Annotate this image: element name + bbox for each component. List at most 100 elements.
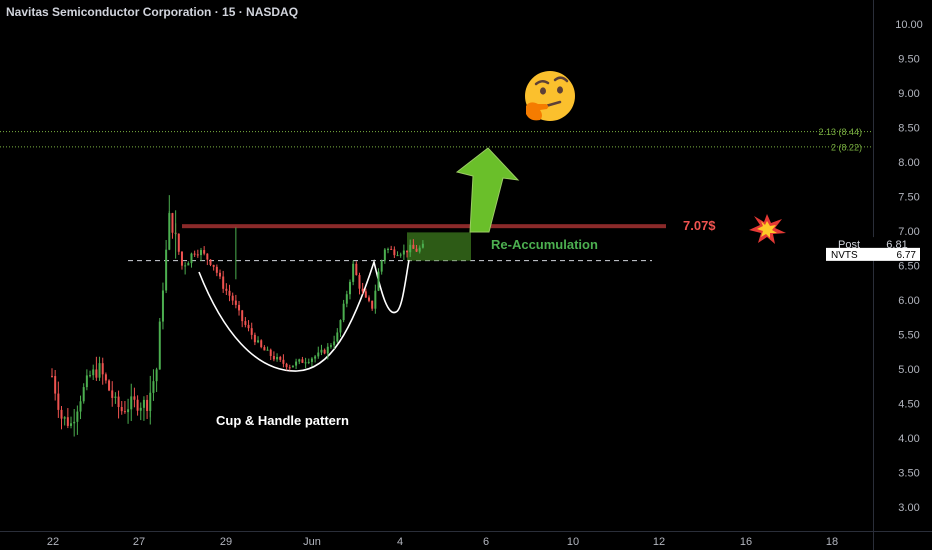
candle	[276, 353, 279, 362]
candle	[152, 369, 155, 401]
candle	[123, 400, 126, 414]
candle	[390, 245, 393, 251]
candle	[177, 233, 180, 255]
candle	[279, 355, 282, 362]
time-tick-label: 22	[47, 536, 59, 548]
symbol-price-badge	[826, 247, 920, 261]
time-tick-label: 12	[653, 536, 665, 548]
reaccumulation-label: Re-Accumulation	[491, 237, 598, 252]
candle	[180, 251, 183, 270]
candle	[139, 402, 142, 421]
candle	[222, 270, 225, 293]
reaccumulation-zone	[407, 232, 471, 261]
candle	[111, 381, 114, 407]
price-tick-label: 7.50	[898, 192, 919, 204]
grid: 2.13 (8.44) 2 (8.22)	[0, 127, 873, 262]
price-tick-label: 4.00	[898, 433, 919, 445]
candle	[85, 369, 88, 391]
candle	[304, 357, 307, 369]
candle	[54, 369, 57, 401]
candle	[66, 408, 69, 429]
price-tick-label: 6.50	[898, 261, 919, 273]
candle	[323, 348, 326, 355]
candle	[387, 247, 390, 254]
symbol-label: NVTS	[831, 250, 858, 261]
price-tick-label: 8.00	[898, 157, 919, 169]
candle	[266, 346, 269, 351]
candle	[73, 408, 76, 437]
candle	[171, 212, 174, 239]
candle	[336, 328, 339, 344]
up-arrow-icon	[455, 147, 520, 233]
candle	[184, 262, 187, 275]
candle	[95, 356, 98, 381]
resistance-label: 7.07$	[683, 218, 716, 233]
time-tick-label: 18	[826, 536, 838, 548]
candle	[57, 381, 60, 418]
candle	[339, 319, 342, 337]
time-tick-label: 29	[220, 536, 232, 548]
candle	[212, 264, 215, 271]
time-tick-label: 4	[397, 536, 403, 548]
price-tick-label: 5.00	[898, 364, 919, 376]
chart-title: Navitas Semiconductor Corporation · 15 ·…	[6, 5, 299, 19]
candle	[206, 253, 209, 266]
candle	[402, 244, 405, 260]
candle	[298, 358, 301, 365]
candle	[114, 392, 117, 404]
candle	[241, 309, 244, 328]
cup-handle-shape	[198, 259, 410, 372]
candle	[314, 354, 317, 363]
candle	[412, 239, 415, 249]
candle	[260, 339, 263, 349]
candle	[238, 300, 241, 316]
candle	[310, 357, 313, 367]
candle	[231, 292, 234, 305]
candle	[348, 279, 351, 300]
price-tick-label: 8.50	[898, 123, 919, 135]
time-tick-label: 27	[133, 536, 145, 548]
candle	[133, 387, 136, 408]
price-tick-label: 9.50	[898, 54, 919, 66]
candle	[60, 406, 63, 430]
candle	[244, 317, 247, 328]
candle	[89, 370, 92, 378]
annotations: 7.07$ Re-Accumulation Cup & Handle pattern	[216, 71, 786, 428]
price-tick-label: 3.00	[898, 502, 919, 514]
fib-level-label: 2 (8.22)	[831, 142, 862, 152]
candle	[104, 372, 107, 384]
candle	[155, 367, 158, 393]
candle	[253, 332, 256, 346]
candle	[282, 354, 285, 368]
price-tick-label: 3.50	[898, 468, 919, 480]
candle	[333, 335, 336, 350]
candle	[406, 250, 409, 258]
candle	[127, 398, 130, 424]
candle	[415, 244, 418, 253]
last-price-value: 6.77	[897, 250, 917, 261]
thinking-face-emoji-icon	[525, 71, 575, 121]
candle	[225, 283, 228, 296]
candle	[342, 299, 345, 323]
time-tick-label: 10	[567, 536, 579, 548]
price-tick-label: 6.00	[898, 295, 919, 307]
candle	[361, 282, 364, 295]
fib-level-label: 2.13 (8.44)	[818, 127, 862, 137]
candle	[399, 252, 402, 258]
candle	[82, 383, 85, 404]
candle	[320, 344, 323, 356]
candle	[352, 260, 355, 286]
candle	[263, 345, 266, 351]
price-tick-label: 5.50	[898, 330, 919, 342]
candle	[130, 383, 133, 422]
candle	[142, 396, 145, 421]
candle	[371, 300, 374, 311]
candle	[101, 357, 104, 385]
candle	[146, 394, 149, 419]
candle	[345, 290, 348, 308]
candle	[117, 390, 120, 419]
candle	[76, 405, 79, 435]
